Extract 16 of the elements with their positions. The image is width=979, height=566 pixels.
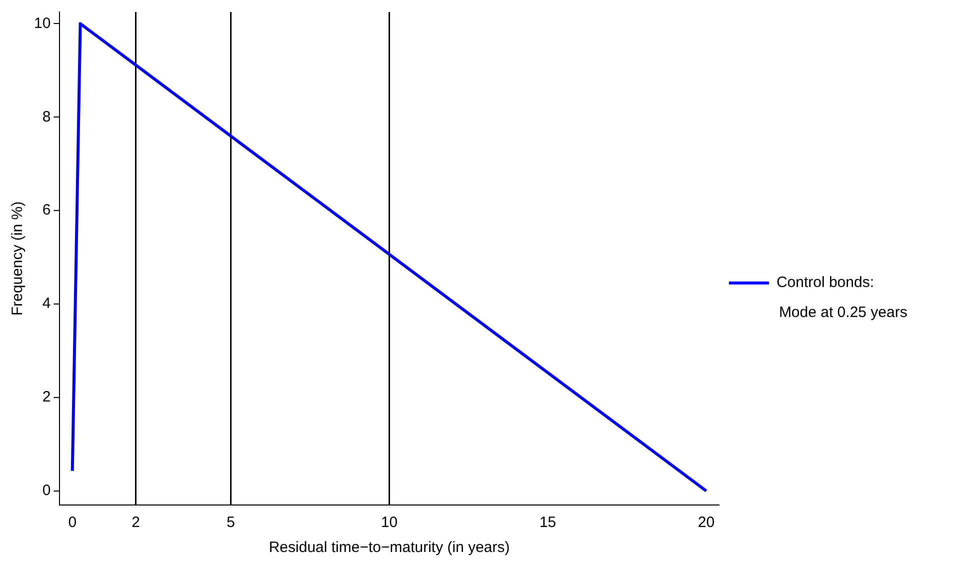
- legend-label: Control bonds:: [776, 274, 874, 292]
- y-axis-title: Frequency (in %): [9, 201, 26, 316]
- y-tick-label: 0: [42, 482, 51, 500]
- y-tick-label: 4: [42, 295, 51, 312]
- x-axis-title: Residual time−to−maturity (in years): [268, 539, 510, 556]
- text: Mode at 0.25 years: [778, 304, 908, 322]
- x-tick-label: 2: [132, 514, 140, 532]
- x-tick-label: 0: [68, 514, 77, 532]
- x-tick-label: 10: [380, 514, 398, 532]
- x-tick-label: 20: [698, 514, 715, 532]
- y-tick-label: 2: [42, 388, 51, 406]
- y-tick-label: 6: [42, 202, 51, 219]
- y-tick-label: 8: [42, 108, 51, 126]
- x-tick-label: 5: [226, 514, 236, 532]
- y-tick-label: 10: [34, 14, 51, 32]
- x-tick-label: 15: [539, 514, 556, 532]
